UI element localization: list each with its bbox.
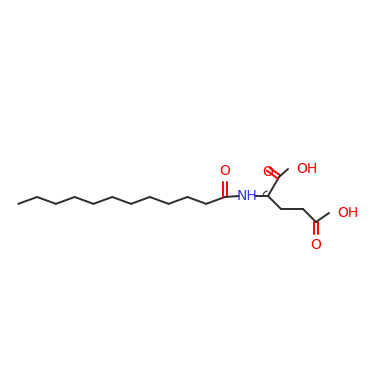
Text: NH: NH [236,189,257,203]
Text: OH: OH [296,162,317,176]
Text: OH: OH [337,206,358,220]
Text: O: O [262,165,274,179]
Text: O: O [219,164,230,178]
Text: O: O [310,238,322,252]
